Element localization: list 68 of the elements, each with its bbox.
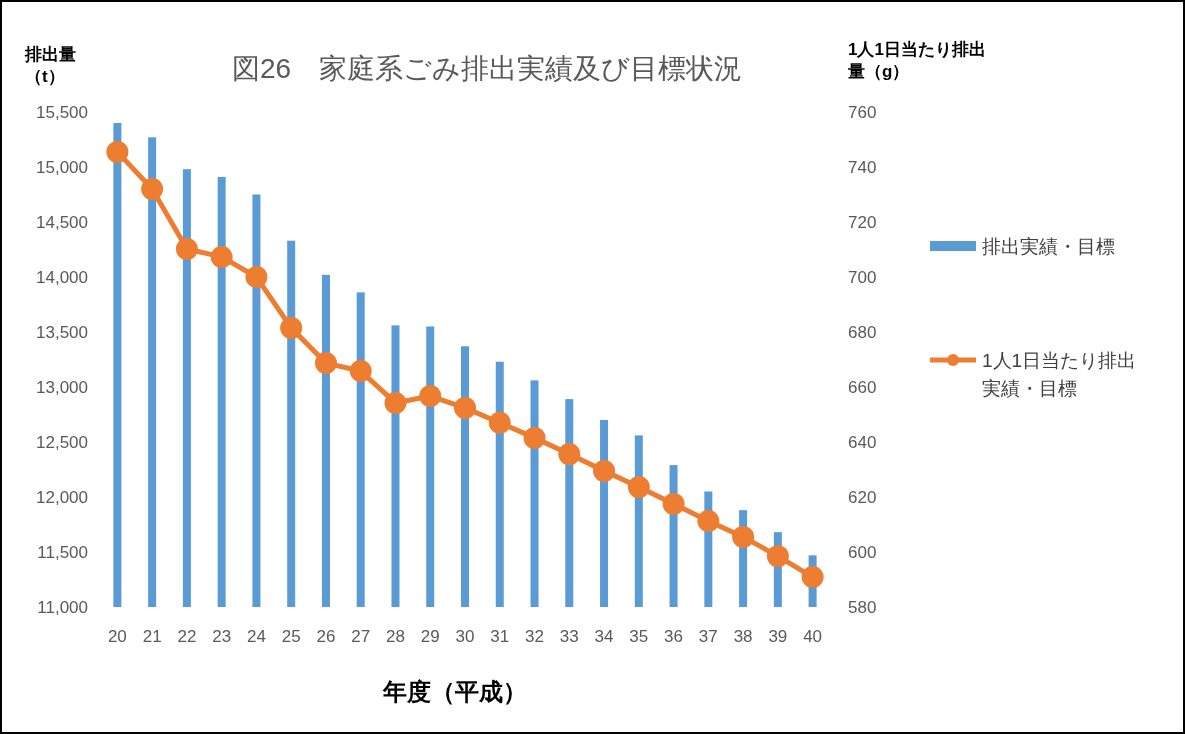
point	[593, 459, 616, 482]
point	[106, 140, 129, 163]
x-tick-label: 33	[559, 627, 579, 646]
point	[349, 360, 372, 383]
x-tick-label: 23	[212, 627, 232, 646]
y-tick-label: 15,000	[36, 157, 88, 177]
point	[419, 385, 442, 408]
x-tick-label: 31	[490, 627, 510, 646]
chart-title: 図26 家庭系ごみ排出実績及び目標状況	[231, 53, 743, 84]
y2-tick-label: 760	[848, 102, 877, 122]
point	[801, 566, 824, 589]
y2-tick-label: 660	[848, 377, 877, 397]
x-tick-label: 40	[803, 627, 823, 646]
y2-axis-title: 1人1日当たり排出量（g）	[847, 40, 986, 81]
y-tick-label: 11,000	[37, 597, 88, 617]
x-tick-label: 34	[594, 627, 614, 646]
y2-tick-label: 640	[848, 432, 877, 452]
x-tick-label: 20	[107, 627, 127, 646]
x-tick-label: 30	[455, 627, 475, 646]
point	[384, 391, 407, 414]
point	[766, 545, 789, 568]
legend-label: 排出実績・目標	[982, 235, 1115, 257]
point	[697, 509, 720, 532]
y-tick-label: 13,500	[36, 322, 88, 342]
point	[141, 178, 164, 200]
y2-tick-label: 720	[848, 212, 877, 232]
x-tick-label: 25	[281, 627, 301, 646]
y2-tick-label: 600	[848, 542, 877, 562]
x-tick-label: 28	[386, 627, 405, 646]
y-axis-title: 排出量（t）	[24, 45, 76, 86]
x-tick-label: 36	[664, 627, 684, 646]
y-tick-label: 12,000	[36, 487, 88, 507]
y2-tick-label: 700	[848, 267, 877, 287]
y-tick-label: 14,500	[36, 212, 88, 232]
legend-label: 1人1日当たり排出実績・目標	[982, 349, 1137, 399]
x-axis-title: 年度（平成）	[382, 678, 527, 705]
x-tick-label: 22	[177, 627, 197, 646]
x-tick-label: 38	[733, 627, 753, 646]
x-tick-label: 37	[698, 627, 718, 646]
point	[523, 426, 546, 449]
point	[454, 396, 476, 419]
point	[627, 476, 650, 499]
y2-tick-label: 740	[848, 157, 877, 177]
point	[210, 245, 233, 268]
y-tick-label: 11,500	[37, 542, 88, 562]
x-tick-label: 26	[316, 627, 336, 646]
y-tick-label: 12,500	[36, 432, 88, 452]
y2-tick-label: 680	[848, 322, 877, 342]
y2-tick-label: 580	[848, 597, 877, 617]
x-tick-label: 29	[420, 627, 440, 646]
point	[662, 492, 685, 515]
y-tick-label: 15,500	[36, 102, 88, 122]
y-tick-label: 13,000	[36, 377, 88, 397]
x-tick-label: 35	[629, 627, 649, 646]
x-tick-label: 27	[351, 627, 371, 646]
x-tick-label: 24	[246, 627, 266, 646]
x-tick-label: 32	[525, 627, 544, 646]
x-tick-label: 39	[768, 627, 788, 646]
point	[732, 525, 755, 548]
point	[280, 316, 303, 339]
point	[314, 352, 337, 375]
y-tick-label: 14,000	[36, 267, 88, 287]
x-tick-label: 21	[142, 627, 162, 646]
point	[558, 443, 581, 466]
point	[175, 237, 198, 260]
point	[245, 266, 268, 288]
y2-tick-label: 620	[848, 487, 877, 507]
point	[488, 411, 511, 434]
